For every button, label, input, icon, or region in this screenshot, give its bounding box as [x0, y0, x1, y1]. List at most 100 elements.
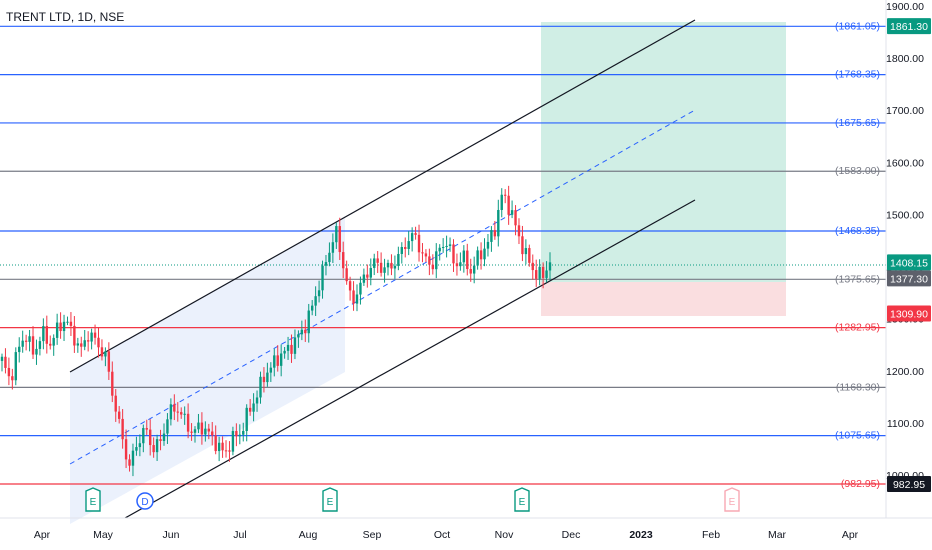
price-badge-text: 1377.30 — [890, 273, 928, 285]
candle-body — [180, 412, 183, 415]
candle-body — [441, 247, 445, 249]
y-tick-label: 1800.00 — [886, 53, 924, 65]
candle-body — [128, 459, 131, 466]
price-badge-text: 1309.90 — [890, 309, 928, 321]
candle-body — [331, 242, 335, 253]
candle-body — [293, 337, 297, 354]
x-tick-label: Jun — [163, 529, 180, 541]
candle-body — [52, 337, 55, 346]
candle-body — [145, 428, 148, 430]
price-badge: 1408.15 — [887, 254, 931, 271]
x-tick-label: Mar — [768, 529, 787, 541]
price-badge-bg — [887, 270, 931, 287]
event-marker-label: D — [141, 497, 148, 508]
candle-body — [448, 244, 452, 246]
candle-body — [83, 340, 86, 347]
candle-body — [100, 347, 104, 357]
candle-body — [545, 270, 548, 278]
candle-body — [200, 422, 204, 435]
candle-body — [366, 274, 369, 278]
candle-body — [273, 355, 276, 368]
candle-body — [73, 325, 76, 346]
price-badge-text: 1861.30 — [890, 21, 928, 33]
candle-body — [217, 442, 221, 452]
stop-zone — [541, 282, 786, 316]
candle-body — [410, 233, 414, 242]
candle-body — [497, 209, 500, 237]
candle-body — [11, 376, 14, 381]
candle-body — [379, 262, 383, 273]
candle-body — [276, 355, 279, 366]
candle-body — [49, 343, 52, 346]
candle-body — [59, 322, 62, 332]
x-axis[interactable]: Apr May Jun Jul Aug Sep Oct Nov Dec 2023 Feb Mar Apr — [34, 529, 859, 541]
x-tick-label: Feb — [702, 529, 720, 541]
channel-upper-line[interactable] — [69, 19, 696, 373]
earnings-marker[interactable]: E — [85, 487, 101, 512]
candle-body — [152, 445, 155, 453]
candle-body — [69, 321, 73, 326]
candle-body — [55, 322, 59, 338]
candle-body — [114, 395, 117, 412]
candle-body — [466, 250, 469, 270]
candle-body — [159, 439, 162, 441]
earnings-marker[interactable]: E — [724, 487, 740, 512]
event-marker-label: E — [519, 497, 526, 508]
candle-body — [266, 372, 269, 383]
candle-body — [345, 268, 348, 282]
candle-body — [338, 226, 341, 253]
candle-body — [283, 350, 286, 354]
candle-body — [328, 252, 331, 263]
candle-body — [62, 321, 66, 332]
candle-body — [269, 367, 273, 373]
candle-body — [462, 250, 466, 263]
fib-level-label: (1075.65) — [835, 430, 880, 442]
fib-level-label: (1768.35) — [835, 69, 880, 81]
price-badge-text: 982.95 — [893, 479, 925, 491]
candle-body — [524, 248, 528, 255]
candle-body — [390, 262, 393, 269]
candle-body — [290, 344, 293, 354]
y-axis[interactable]: 1900.001800.001700.001600.001500.001400.… — [886, 1, 924, 482]
candle-body — [138, 443, 142, 448]
candle-body — [445, 245, 448, 248]
dividend-marker[interactable]: D — [136, 492, 154, 510]
candle-body — [173, 404, 176, 412]
candle-body — [0, 356, 4, 361]
candle-body — [359, 282, 362, 295]
fib-levels: (1861.05) (1768.35) (1675.65) (1583.00) (146… — [0, 20, 886, 490]
event-marker-label: E — [327, 497, 334, 508]
x-tick-label: Apr — [34, 529, 51, 541]
earnings-marker[interactable]: E — [322, 487, 338, 512]
candle-body — [369, 267, 372, 278]
candle-body — [348, 281, 352, 291]
x-tick-label: Apr — [842, 529, 859, 541]
candle-body — [190, 431, 193, 433]
candle-body — [541, 266, 545, 278]
candle-body — [66, 321, 69, 323]
candle-body — [355, 294, 359, 304]
candle-body — [297, 334, 300, 338]
candle-body — [304, 329, 307, 334]
candle-body — [300, 329, 304, 335]
candle-body — [131, 450, 135, 466]
candle-body — [431, 264, 435, 270]
candle-body — [397, 253, 400, 266]
candle-body — [121, 418, 124, 440]
candle-body — [45, 326, 49, 344]
candle-body — [169, 404, 173, 420]
candle-body — [162, 433, 166, 441]
candle-body — [262, 376, 266, 383]
candle-body — [252, 403, 255, 412]
candle-body — [24, 340, 28, 342]
candle-body — [231, 431, 235, 452]
candle-body — [472, 265, 476, 274]
candle-body — [500, 194, 503, 210]
price-badge-bg — [887, 475, 931, 492]
channel-lower-line[interactable] — [124, 199, 696, 519]
earnings-marker[interactable]: E — [514, 487, 530, 512]
candle-body — [342, 252, 345, 269]
y-tick-label: 1200.00 — [886, 366, 924, 378]
